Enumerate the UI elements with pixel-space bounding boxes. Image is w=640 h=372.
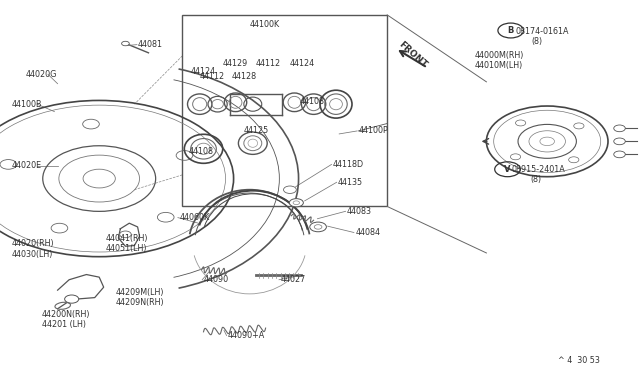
Text: 08174-0161A: 08174-0161A [515,27,569,36]
Text: 44135: 44135 [338,178,363,187]
Text: 44200N(RH): 44200N(RH) [42,310,90,319]
Text: ^ 4  30 53: ^ 4 30 53 [558,356,600,365]
Text: 44060K: 44060K [179,213,209,222]
Circle shape [573,123,584,129]
Circle shape [289,199,303,207]
Text: 08915-2401A: 08915-2401A [512,165,566,174]
Text: 44124: 44124 [191,67,216,76]
Circle shape [284,186,296,193]
Text: 44084: 44084 [355,228,380,237]
Text: 44083: 44083 [347,207,372,216]
Text: FRONT: FRONT [397,40,429,70]
Text: 44108: 44108 [300,97,324,106]
Text: 44201 (LH): 44201 (LH) [42,320,86,329]
Text: 44124: 44124 [289,59,314,68]
Circle shape [614,138,625,145]
Text: (8): (8) [530,175,541,184]
Text: 44100K: 44100K [250,20,280,29]
Text: B: B [508,26,514,35]
Circle shape [120,231,131,238]
Text: 44112: 44112 [200,72,225,81]
Text: 44020(RH): 44020(RH) [12,239,54,248]
Text: 44041(RH): 44041(RH) [106,234,148,243]
Text: 44100B: 44100B [12,100,42,109]
Circle shape [310,222,326,232]
Circle shape [65,295,79,303]
Text: 44128: 44128 [232,72,257,81]
Circle shape [614,151,625,158]
Text: 44020G: 44020G [26,70,57,79]
Text: 44090: 44090 [204,275,228,284]
Circle shape [515,120,525,126]
Text: 44112: 44112 [256,59,281,68]
Text: 44108: 44108 [189,147,214,156]
Text: (8): (8) [531,37,542,46]
Text: 44209M(LH): 44209M(LH) [115,288,164,296]
Text: 44100P: 44100P [358,126,388,135]
Text: 44030(LH): 44030(LH) [12,250,53,259]
Text: 44020E: 44020E [12,161,42,170]
Text: 44000M(RH): 44000M(RH) [475,51,524,60]
Text: 44129: 44129 [223,59,248,68]
Text: 44051(LH): 44051(LH) [106,244,147,253]
Text: 44209N(RH): 44209N(RH) [115,298,164,307]
FancyBboxPatch shape [182,15,387,206]
Circle shape [614,125,625,132]
Text: V: V [504,165,511,174]
Text: 44118D: 44118D [333,160,364,169]
Circle shape [511,154,521,160]
Text: 44125: 44125 [243,126,268,135]
Circle shape [122,41,129,46]
Circle shape [569,157,579,163]
Text: 44027: 44027 [280,275,305,284]
Text: 44090+A: 44090+A [227,331,264,340]
Text: 44081: 44081 [138,40,163,49]
Text: 44010M(LH): 44010M(LH) [475,61,523,70]
